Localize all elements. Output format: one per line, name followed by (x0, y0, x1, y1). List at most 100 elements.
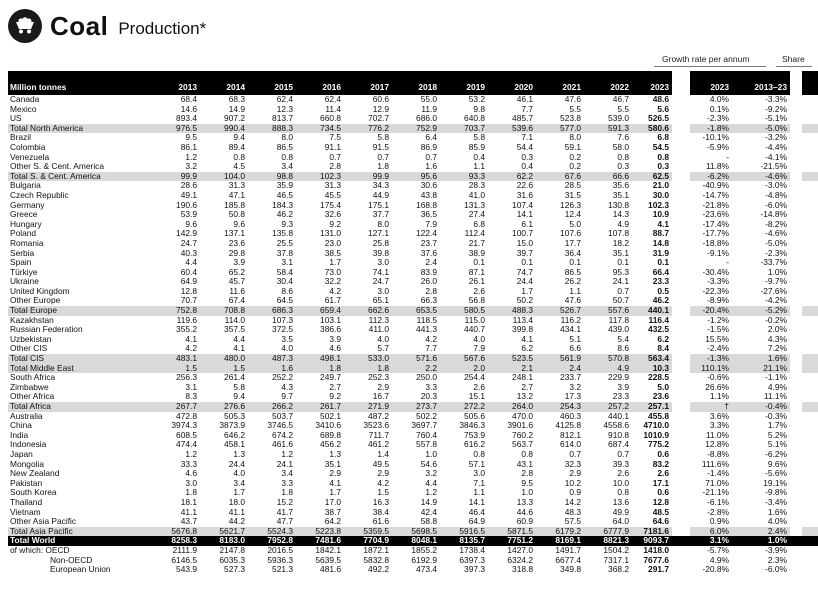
value-cell: 175.4 (320, 200, 341, 210)
value-cell: 1427.0 (507, 545, 533, 555)
growth-cell: 1.0% (767, 267, 787, 277)
share-cell: 0.2% (802, 479, 818, 489)
gap-cell (672, 411, 690, 422)
growth-cell: 2.3% (767, 555, 787, 565)
value-cell: 26.2 (564, 277, 581, 287)
value-cell: 0.8 (617, 488, 629, 498)
gap-cell (790, 411, 802, 422)
value-cell: 23.3 (612, 392, 629, 402)
value-2023: 5.6 (657, 104, 669, 114)
gap-cell (790, 497, 802, 508)
value-cell: 9.5 (185, 133, 197, 143)
value-cell: 461.6 (272, 440, 293, 450)
gap-cell (790, 334, 802, 345)
value-2023: 64.6 (652, 517, 669, 527)
value-cell: 2147.8 (219, 545, 245, 555)
value-cell: 35.1 (612, 190, 629, 200)
gap-cell (672, 382, 690, 393)
growth-cell: 5.1% (767, 440, 787, 450)
column-header-label: Million tonnes (8, 71, 152, 95)
row-label: Total Middle East (8, 363, 152, 374)
table-row: South Korea 1.8 1.7 1.8 1.7 1.5 1.2 1.1 1.0 0.9 0.… (8, 488, 818, 498)
value-cell: 18.2 (612, 238, 629, 248)
value-cell: 8135.7 (440, 536, 488, 546)
value-cell: 4.0 (281, 344, 293, 354)
value-2023: 257.1 (632, 402, 672, 412)
growth-cell: -4.6% (765, 229, 787, 239)
value-cell: 31.5 (564, 190, 581, 200)
value-cell: 1.8 (281, 488, 293, 498)
gap-cell (672, 392, 690, 402)
value-cell: 483.1 (152, 354, 200, 364)
value-cell: 107.3 (272, 315, 293, 325)
value-cell: 41.1 (180, 507, 197, 517)
value-cell: 93.3 (440, 171, 488, 182)
growth-cell: -3.4% (765, 497, 787, 507)
gap-cell (790, 181, 802, 191)
row-label: US (10, 114, 22, 124)
value-cell: 1.3 (233, 449, 245, 459)
value-cell: 4.4 (425, 478, 437, 488)
table-row: Thailand 18.1 18.0 15.2 17.0 16.3 14.9 14.1 13.3… (8, 497, 818, 508)
value-cell: 2.9 (569, 469, 581, 479)
value-cell: 118.5 (416, 315, 437, 325)
value-cell: 4.1 (521, 334, 533, 344)
value-cell: 2.4 (425, 258, 437, 268)
gap-cell (672, 123, 690, 134)
value-cell: 74.7 (516, 267, 533, 277)
value-cell: 13.6 (612, 497, 629, 507)
value-cell: 23.0 (324, 238, 341, 248)
growth-cell: 3.1% (690, 536, 732, 546)
value-cell: 557.6 (584, 306, 632, 316)
growth-cell: -0.2% (765, 315, 787, 325)
value-cell: 122.4 (416, 229, 437, 239)
value-2023: 563.4 (632, 354, 672, 364)
value-cell: 458.1 (224, 440, 245, 450)
value-2023: 10.3 (632, 363, 672, 374)
value-cell: 15.1 (468, 392, 485, 402)
row-label: Japan (10, 449, 33, 459)
value-cell: 42.4 (420, 507, 437, 517)
growth-cell: -0.3% (765, 411, 787, 421)
value-cell: 888.3 (248, 123, 296, 134)
value-cell: 127.1 (368, 229, 389, 239)
value-cell: 399.8 (512, 325, 533, 335)
value-2023: 31.9 (652, 248, 669, 258)
growth-cell: 12.8% (705, 440, 729, 450)
value-cell: 4.1 (185, 334, 197, 344)
value-cell: 702.7 (368, 114, 389, 124)
value-cell: 36.4 (564, 248, 581, 258)
value-cell: 561.9 (536, 354, 584, 364)
value-cell: 8048.1 (392, 536, 440, 546)
value-cell: 39.8 (372, 248, 389, 258)
share-cell: 84.4% (802, 556, 818, 566)
gap-cell (790, 296, 802, 307)
value-cell: 107.8 (608, 229, 629, 239)
gap-cell (790, 478, 802, 489)
gap-cell (790, 142, 802, 153)
value-cell: 456.2 (320, 440, 341, 450)
value-cell: 256.3 (176, 373, 197, 383)
share-cell: 0.5% (802, 95, 818, 105)
growth-cell: -27.6% (760, 286, 787, 296)
value-cell: 55.0 (420, 95, 437, 104)
share-cell: 0.2% (802, 181, 818, 191)
value-cell: 33.3 (180, 459, 197, 469)
value-cell: 6146.5 (171, 555, 197, 565)
value-cell: 142.9 (176, 229, 197, 239)
gap-cell (790, 526, 802, 537)
value-cell: 250.0 (416, 373, 437, 383)
value-cell: 31.3 (228, 181, 245, 191)
value-2023: 432.5 (648, 325, 669, 335)
value-cell: 3.0 (377, 258, 389, 268)
value-cell: 99.9 (152, 171, 200, 182)
value-cell: 760.4 (416, 430, 437, 440)
page-title: Coal (50, 10, 109, 41)
gap-cell (790, 210, 802, 220)
value-cell: 893.4 (176, 114, 197, 124)
value-cell: 261.7 (296, 402, 344, 412)
value-cell: 20.3 (420, 392, 437, 402)
column-header-share: 2023 (802, 71, 818, 95)
value-cell: 640.8 (464, 114, 485, 124)
table-total-row: Total Africa 267.7 276.6 266.2 261.7 271.9 273… (8, 402, 818, 412)
